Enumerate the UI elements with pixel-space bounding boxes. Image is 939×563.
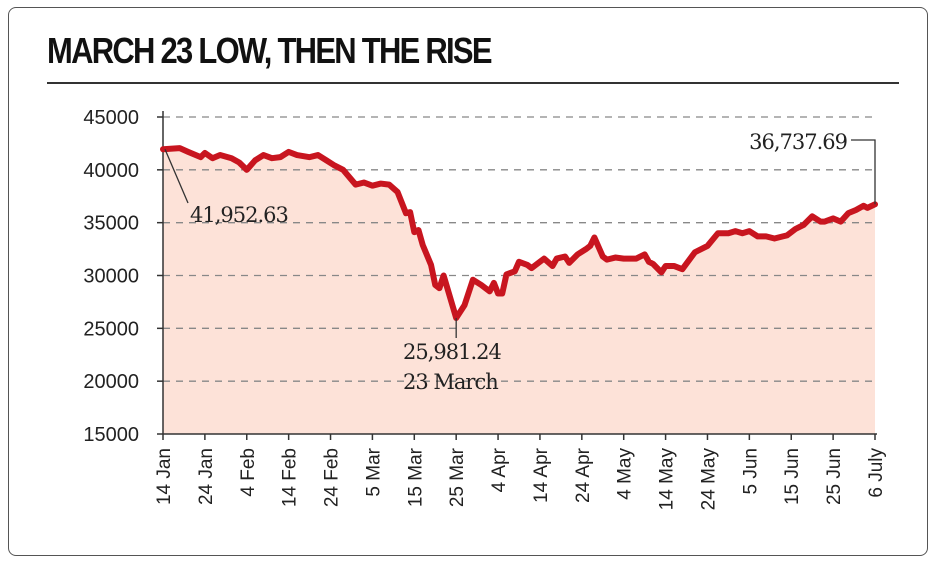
annotation-low-value: 25,981.24 (403, 340, 502, 364)
y-tick-label: 20000 (83, 371, 139, 393)
x-tick-label: 24 Feb (322, 448, 343, 507)
x-tick-label: 4 May (615, 448, 636, 500)
x-tick-label: 5 Jun (740, 448, 761, 494)
annotation-leader (164, 148, 189, 204)
x-tick-label: 14 May (657, 448, 678, 511)
x-tick-label: 14 Feb (280, 448, 301, 507)
x-tick-label: 5 Mar (363, 447, 384, 496)
y-tick-label: 15000 (83, 424, 139, 446)
area-fill (163, 148, 875, 434)
x-tick-label: 24 Apr (573, 447, 594, 503)
x-tick-label: 6 July (866, 448, 887, 498)
annotation-start-value: 41,952.63 (190, 203, 288, 227)
x-tick-label: 4 Feb (238, 448, 259, 497)
annotation-low-date: 23 March (403, 370, 498, 394)
x-tick-label: 24 May (698, 448, 719, 511)
x-tick-label: 25 Mar (447, 447, 468, 507)
annotation-end-value: 36,737.69 (749, 130, 847, 154)
chart-frame (8, 7, 928, 556)
y-tick-label: 25000 (83, 318, 139, 340)
y-tick-label: 45000 (83, 107, 139, 129)
y-tick-label: 30000 (83, 266, 139, 288)
x-tick-label: 15 Mar (405, 447, 426, 507)
x-tick-label: 15 Jun (782, 448, 803, 505)
y-tick-label: 40000 (83, 160, 139, 182)
annotation-leader (851, 139, 876, 205)
x-tick-label: 14 Jan (154, 448, 175, 505)
x-tick-label: 24 Jan (196, 448, 217, 505)
title-rule (47, 82, 899, 84)
x-tick-label: 14 Apr (531, 447, 552, 503)
x-tick-label: 4 Apr (489, 447, 510, 492)
chart-title: MARCH 23 LOW, THEN THE RISE (47, 30, 493, 71)
x-tick-label: 25 Jun (824, 448, 845, 505)
y-tick-label: 35000 (83, 213, 139, 235)
